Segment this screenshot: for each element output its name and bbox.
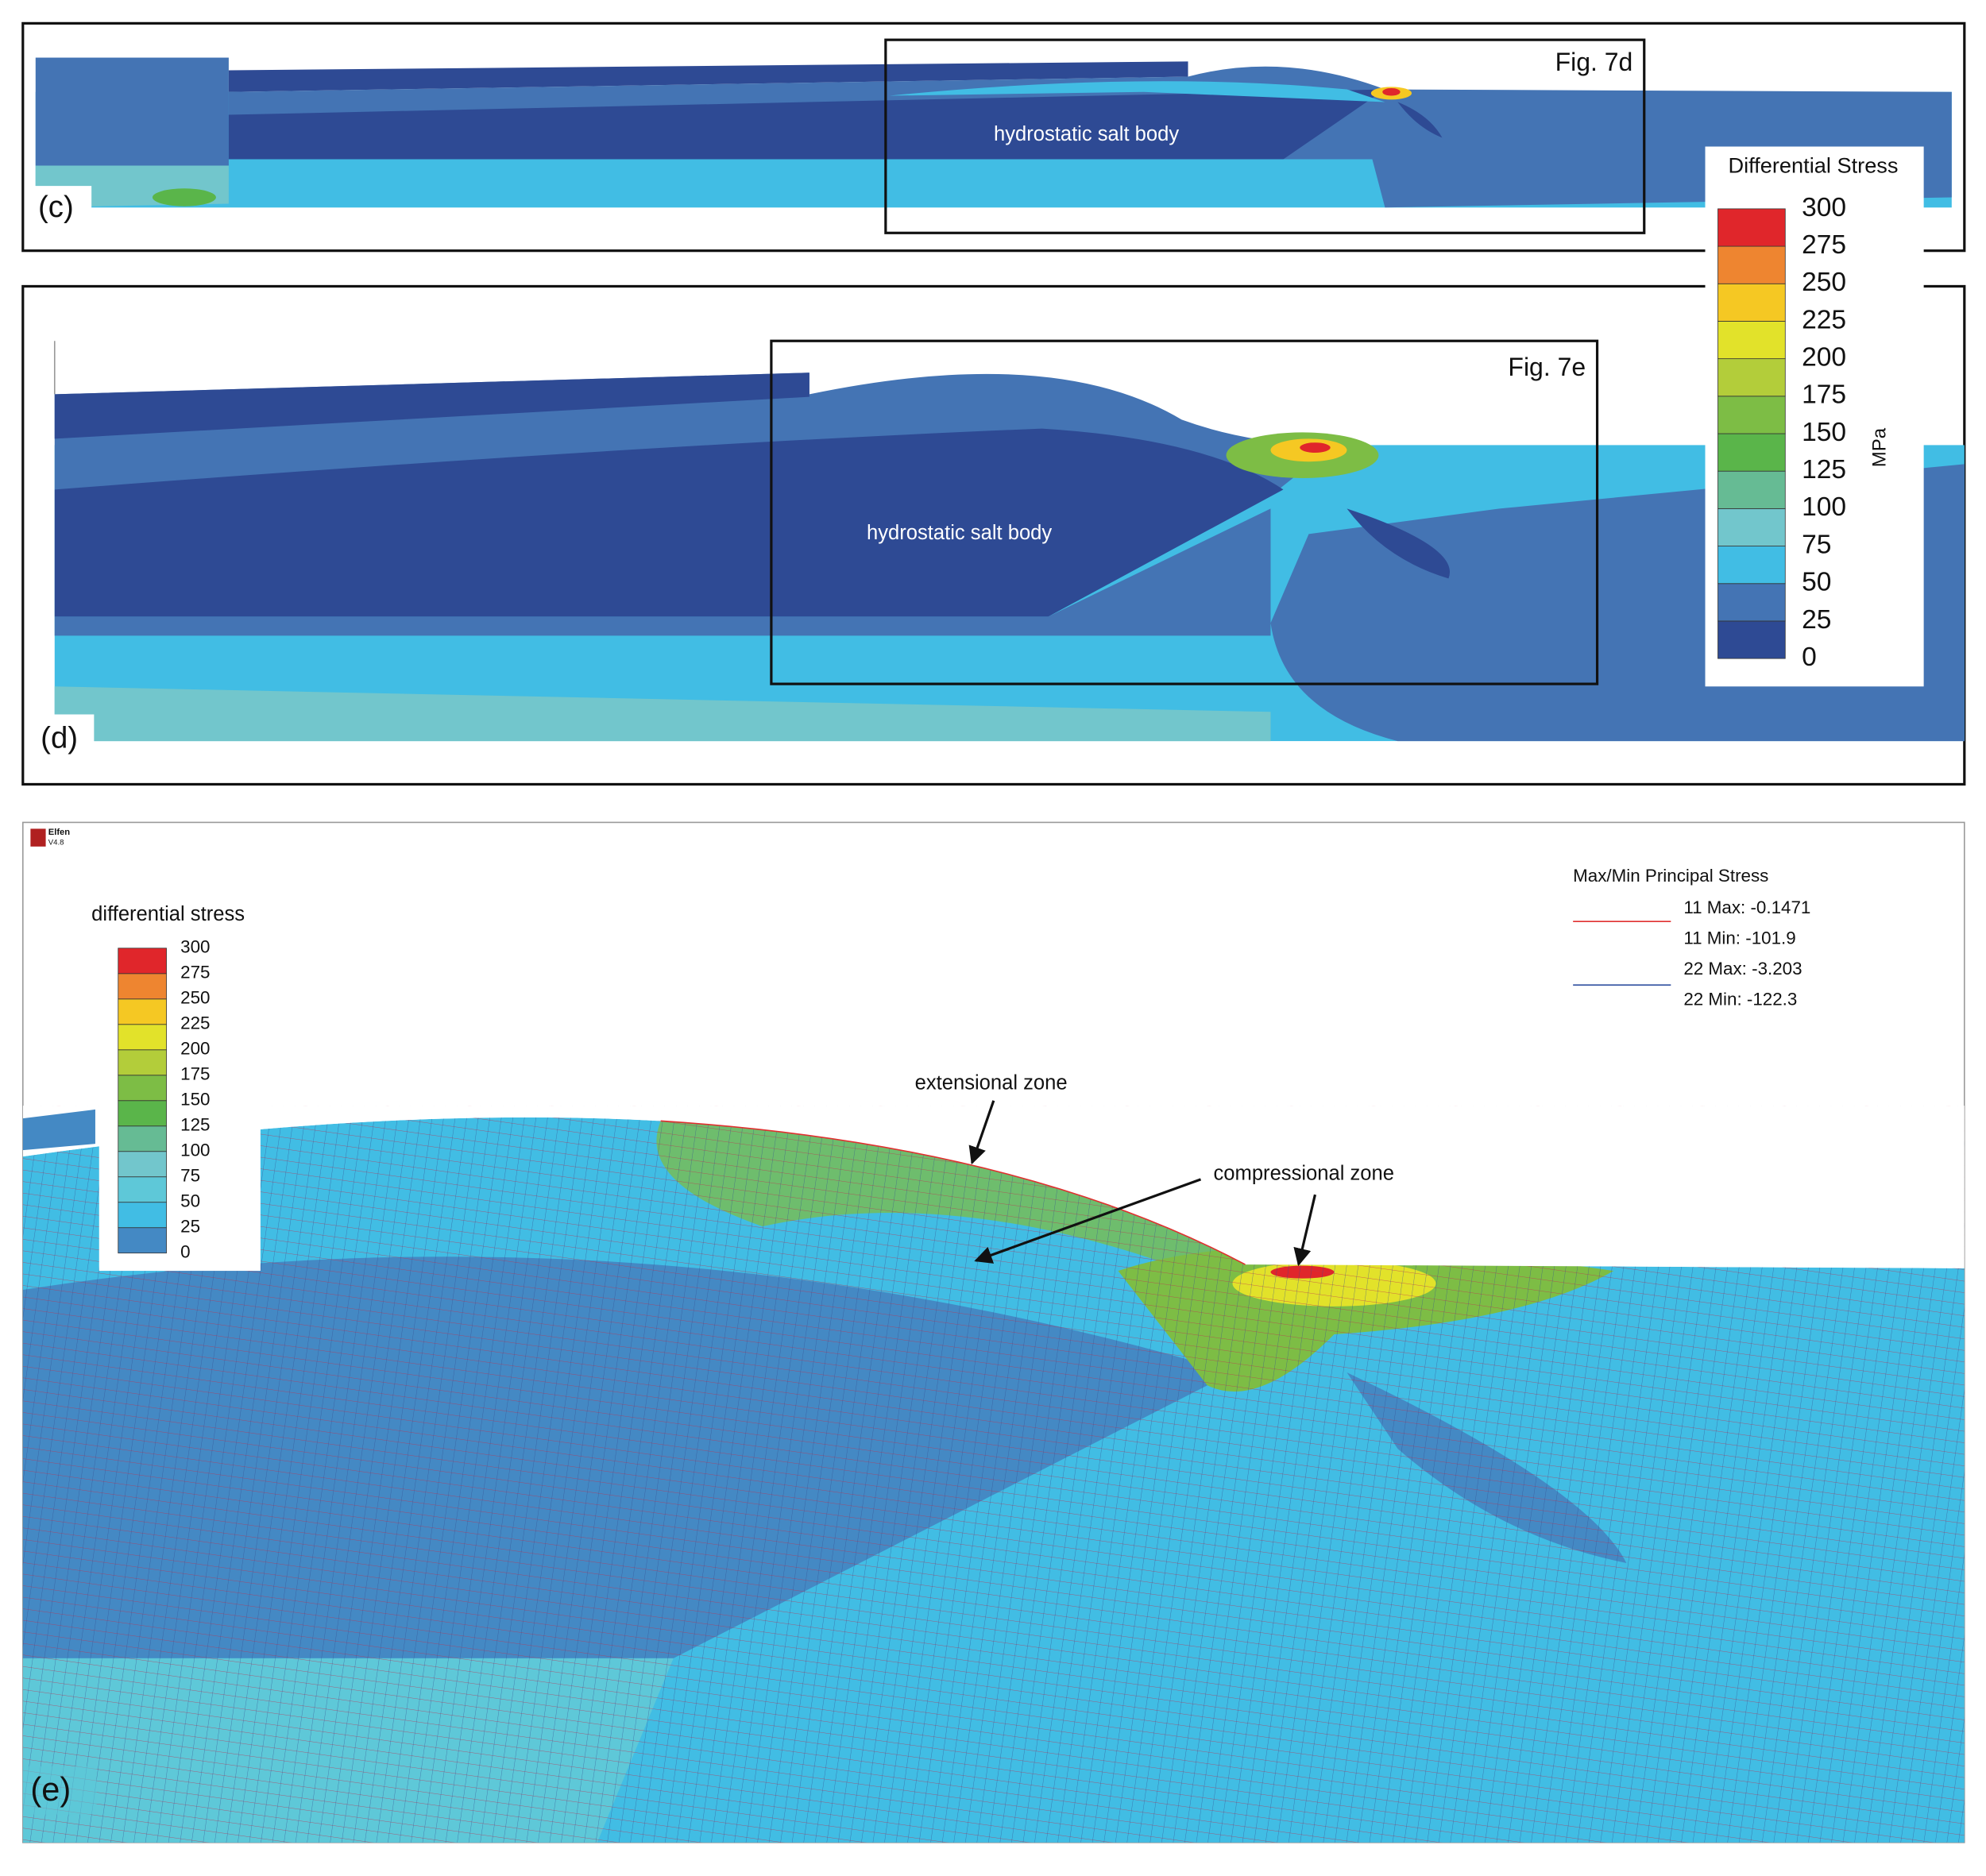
inset-box (884, 38, 1646, 234)
legend-entry: 11 Max: -0.1471 (1683, 897, 1810, 917)
legend-swatch (1717, 396, 1786, 434)
legend-unit: MPa (1869, 427, 1891, 467)
stress-legend: 11 Max: -0.1471 11 Min: -101.9 22 Max: -3.… (1573, 897, 1810, 1009)
legend-swatch (118, 998, 167, 1025)
model-e (22, 1106, 1965, 1843)
legend-level: 50 (1802, 568, 1831, 597)
legend-level: 200 (180, 1039, 210, 1059)
model-d (53, 341, 1965, 742)
legend-swatch (118, 1125, 167, 1152)
arrow (974, 1178, 1202, 1264)
legend-swatch (1717, 245, 1786, 284)
legend-swatch (1717, 620, 1786, 659)
legend-swatch (118, 1100, 167, 1127)
legend-level: 200 (1802, 343, 1846, 372)
panel-label: (e) (30, 1770, 71, 1808)
legend-level: 125 (180, 1115, 210, 1135)
legend-scale: 0 25 50 75 100 125 150 175 200 225 250 275 300 (1717, 193, 1846, 672)
legend-level: 275 (180, 963, 210, 982)
legend-scale: 0 25 50 75 100 125 150 175 200 225 250 275 300 (118, 937, 210, 1262)
label-bg (35, 714, 95, 761)
legend-title: differential stress (91, 903, 245, 925)
legend-level: 25 (180, 1217, 200, 1237)
legend-swatch (1717, 208, 1786, 247)
legend-level: 300 (1802, 193, 1846, 222)
legend-swatch (118, 973, 167, 1000)
inset-box (770, 339, 1599, 685)
legend-level: 100 (1802, 492, 1846, 522)
legend-level: 75 (180, 1166, 200, 1186)
legend-level: 125 (1802, 455, 1846, 484)
legend-swatch (1717, 508, 1786, 546)
arrow (1293, 1194, 1317, 1267)
legend-swatch (118, 1024, 167, 1051)
legend-level: 0 (180, 1242, 190, 1262)
annotation: compressional zone (1214, 1162, 1394, 1184)
legend-entry: 11 Min: -101.9 (1683, 928, 1795, 948)
legend-swatch (1717, 321, 1786, 360)
logo-icon (30, 828, 46, 847)
legend-swatch (118, 1151, 167, 1178)
legend-level: 225 (1802, 305, 1846, 334)
legend-entry: 22 Max: -3.203 (1683, 959, 1802, 979)
label-bg (22, 1766, 97, 1815)
legend-swatch (118, 948, 167, 975)
legend-level: 275 (1802, 230, 1846, 260)
stress-title: Max/Min Principal Stress (1573, 866, 1768, 886)
legend-swatch (118, 1227, 167, 1254)
legend-swatch (118, 1075, 167, 1102)
legend-level: 150 (1802, 418, 1846, 447)
legend-swatch (1717, 546, 1786, 585)
legend-level: 75 (1802, 530, 1831, 559)
panel-frame (21, 21, 1966, 253)
legend-level: 225 (180, 1013, 210, 1033)
body-label: hydrostatic salt body (867, 522, 1052, 544)
legend-swatch (1717, 433, 1786, 472)
legend-level: 300 (180, 937, 210, 957)
body-label: hydrostatic salt body (994, 123, 1179, 145)
box-label: Fig. 7e (1508, 353, 1586, 381)
legend-swatch (1717, 283, 1786, 322)
legend-swatch (118, 1049, 167, 1076)
panel-label: (c) (38, 190, 74, 224)
legend-level: 100 (180, 1141, 210, 1160)
legend-level: 0 (1802, 643, 1817, 672)
model-c (35, 57, 1952, 208)
legend-swatch (118, 1176, 167, 1203)
logo-version: V4.8 (48, 839, 64, 847)
legend-swatch (1717, 583, 1786, 622)
legend-entry: 22 Min: -122.3 (1683, 989, 1797, 1009)
label-bg (33, 186, 92, 230)
legend-level: 250 (180, 988, 210, 1008)
logo-name: Elfen (48, 828, 71, 837)
legend-swatch (1717, 358, 1786, 397)
annotation: extensional zone (915, 1072, 1068, 1094)
legend-title: Differential Stress (1728, 152, 1898, 177)
arrow (968, 1100, 995, 1165)
legend-swatch (1717, 470, 1786, 509)
legend-level: 150 (180, 1090, 210, 1110)
legend-level: 25 (1802, 605, 1831, 635)
box-label: Fig. 7d (1555, 48, 1633, 76)
panel-label: (d) (41, 721, 78, 755)
legend-level: 50 (180, 1191, 200, 1211)
legend-level: 250 (1802, 268, 1846, 297)
legend-level: 175 (180, 1064, 210, 1084)
legend-swatch (118, 1202, 167, 1229)
legend-level: 175 (1802, 380, 1846, 410)
